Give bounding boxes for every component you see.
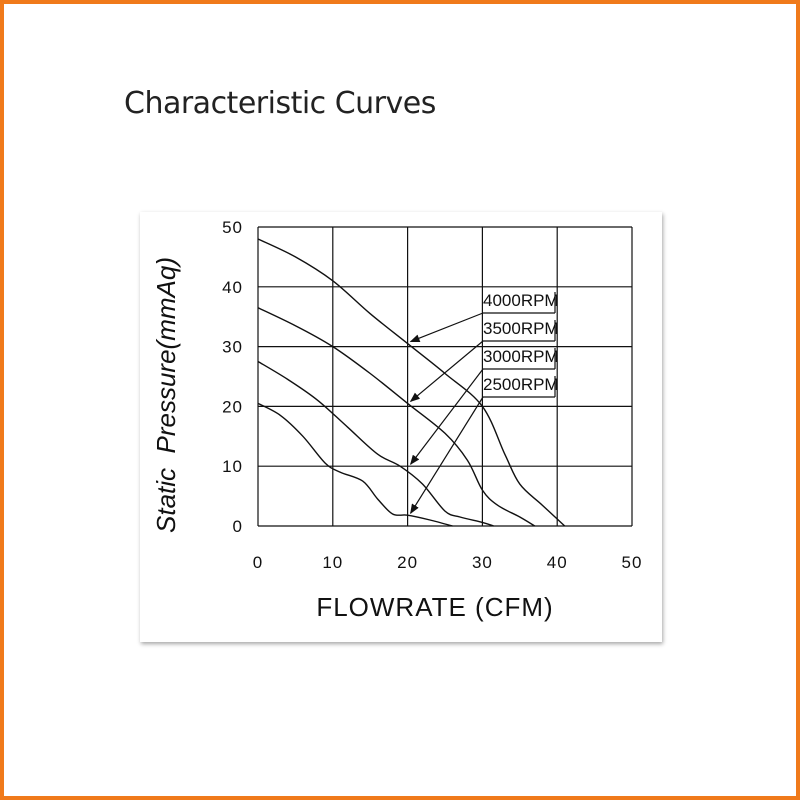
series-line-3000rpm [257,360,494,527]
x-tick-label-40: 40 [547,553,568,572]
x-axis-label: FLOWRATE (CFM) [316,592,553,622]
rpm-annotations: 4000RPM 3500RPM 3000RPM 2500RPM [409,291,559,515]
grid [257,226,633,527]
annotation-label-3500rpm: 3500RPM [483,319,559,338]
tick-labels: 0 10 20 30 40 50 0 10 20 30 40 50 [222,218,643,572]
y-tick-label-10: 10 [222,457,243,476]
annotation-arrow-3000rpm [409,368,484,465]
page-title: Characteristic Curves [124,86,436,121]
x-tick-label-10: 10 [322,553,343,572]
x-tick-label-20: 20 [397,553,418,572]
annotation-arrow-3500rpm [409,340,484,403]
annotation-label-2500rpm: 2500RPM [483,375,559,394]
series-line-4000rpm [257,238,566,527]
series-line-2500rpm [257,402,453,527]
y-tick-label-30: 30 [222,338,243,357]
y-tick-label-50: 50 [222,218,243,237]
x-tick-label-50: 50 [622,553,643,572]
annotation-arrow-2500rpm [410,396,484,515]
x-tick-label-30: 30 [472,553,493,572]
chart-card [140,212,662,642]
series-lines [257,238,566,527]
annotation-arrow-4000rpm [409,312,484,343]
annotation-label-4000rpm: 4000RPM [483,291,559,310]
y-tick-label-20: 20 [222,397,243,416]
x-tick-label-0: 0 [253,553,263,572]
y-tick-label-0: 0 [233,517,243,536]
annotation-label-3000rpm: 3000RPM [483,347,559,366]
y-tick-label-40: 40 [222,278,243,297]
y-axis-label: Static Pressure(mmAq) [151,257,181,533]
series-line-3500rpm [257,307,536,527]
